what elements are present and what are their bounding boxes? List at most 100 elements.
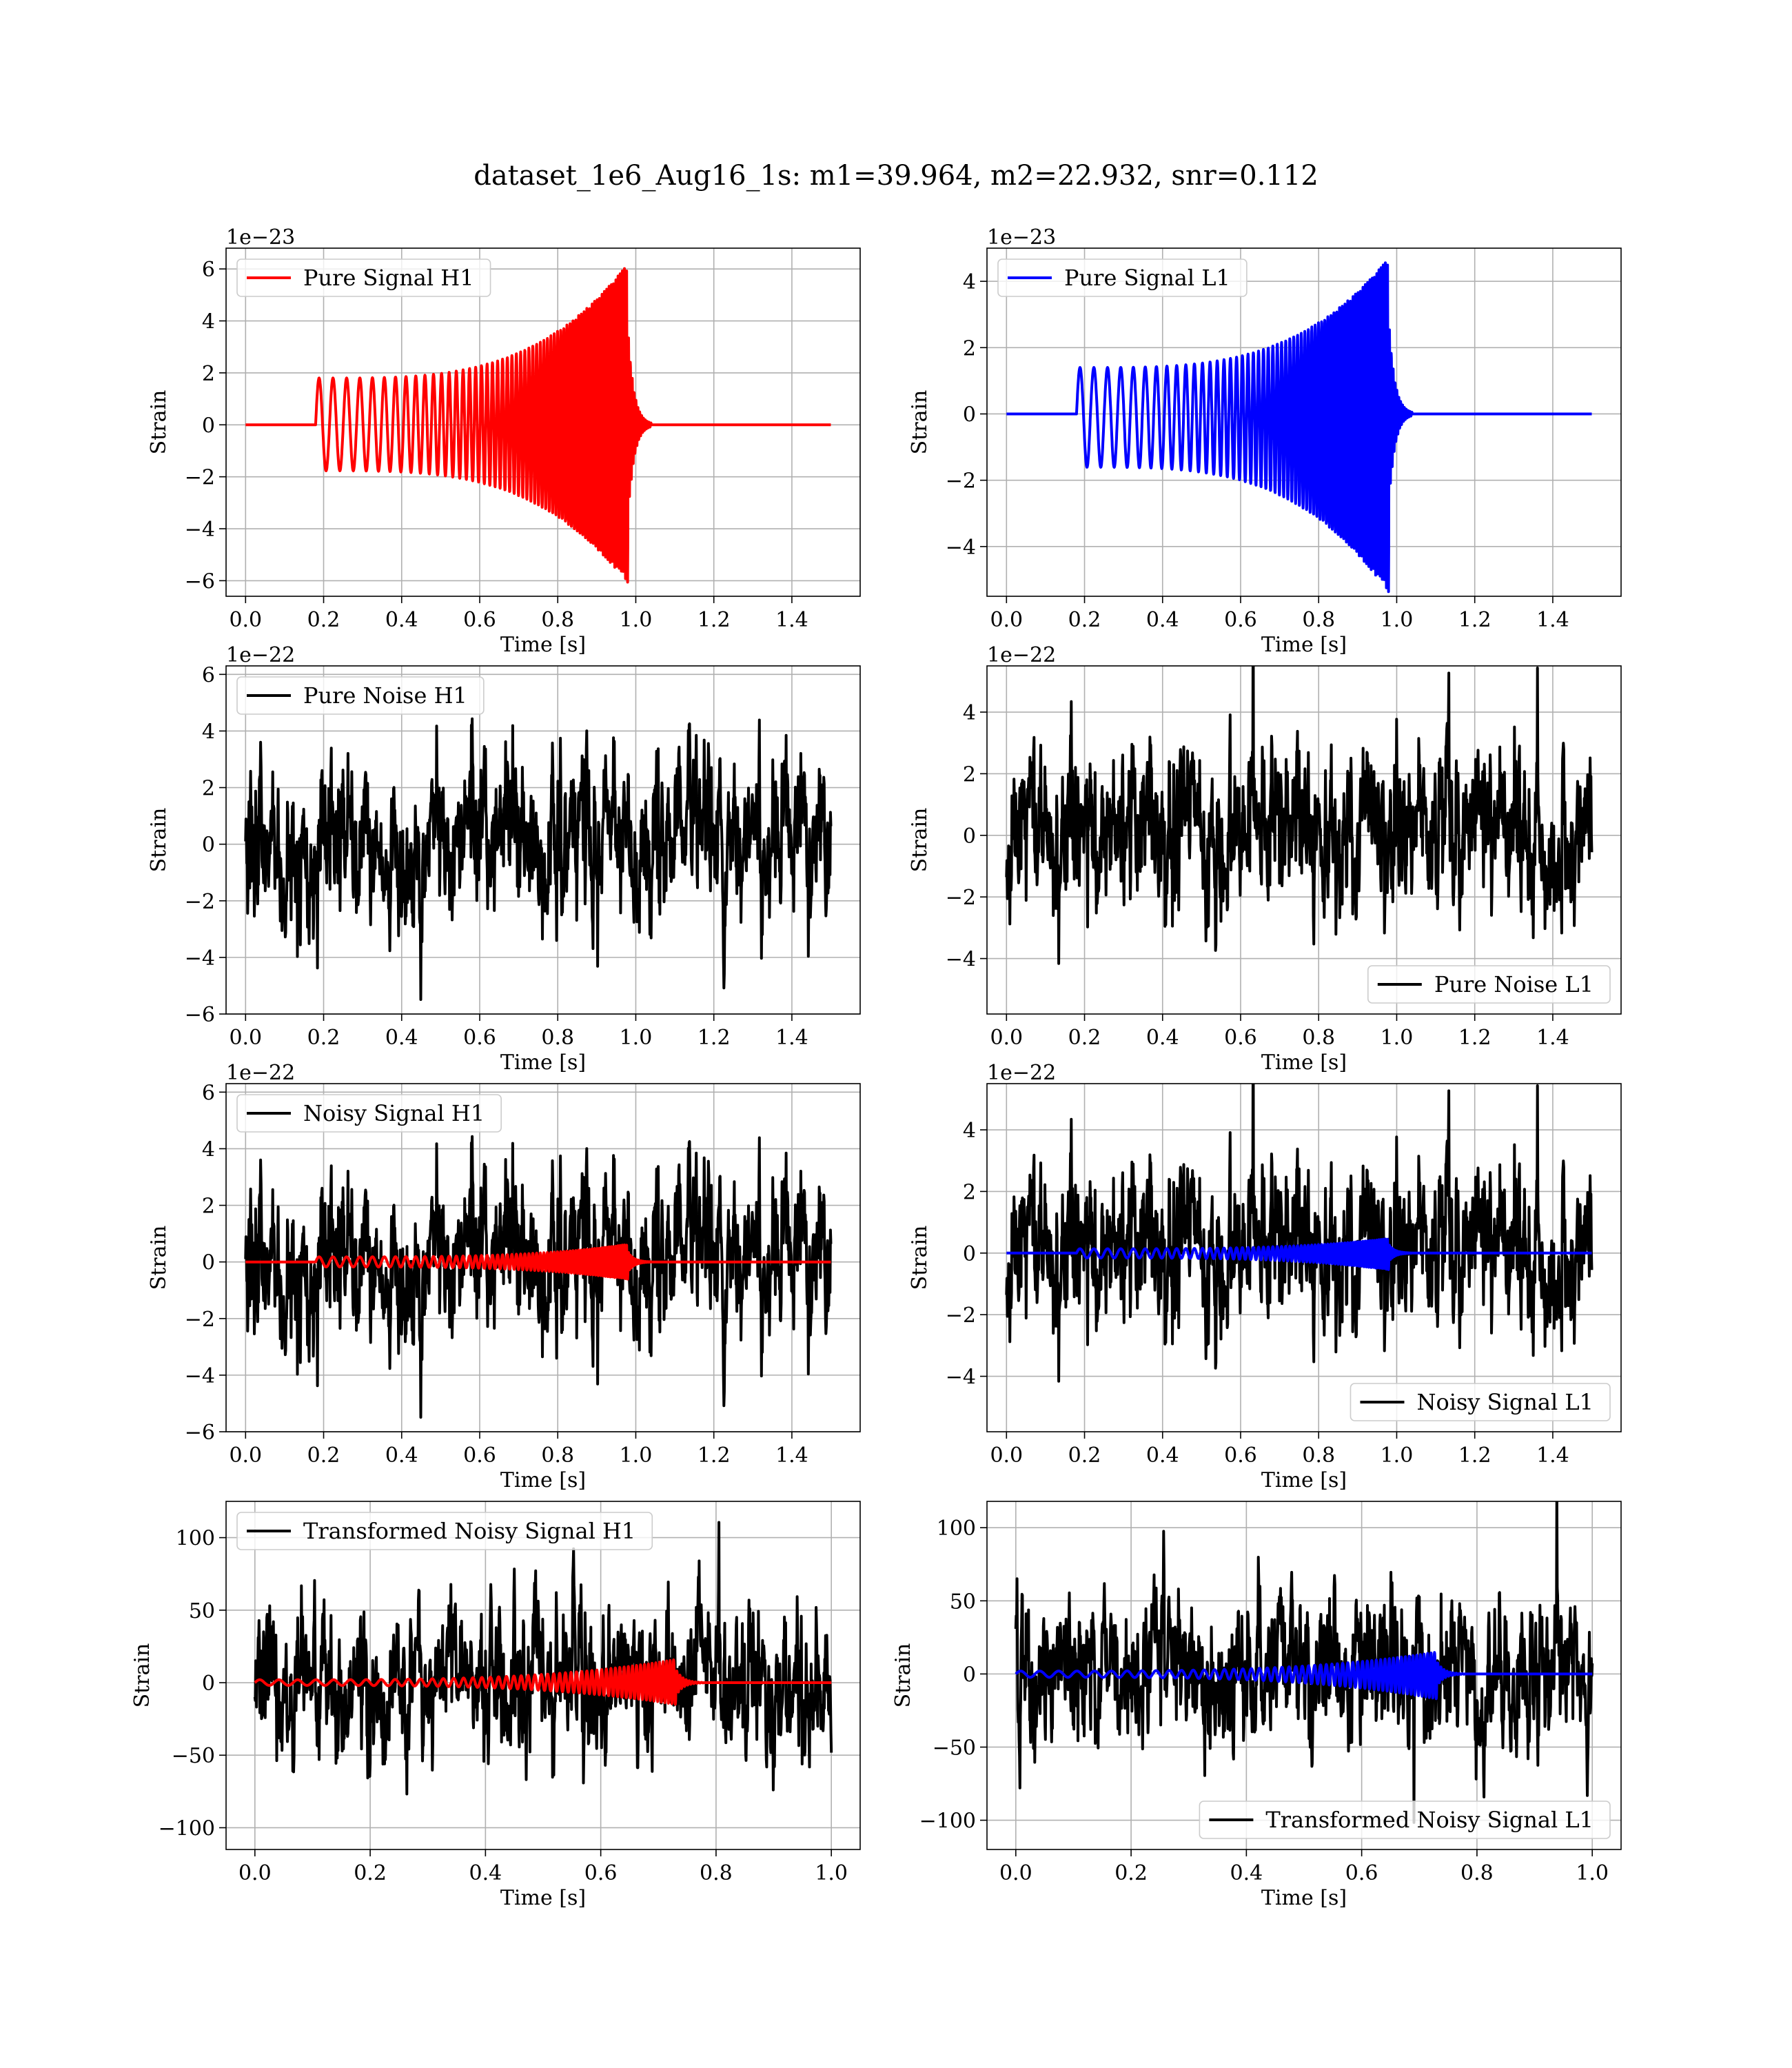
y-tick-label: −6 — [185, 569, 215, 594]
axes-frame — [986, 665, 1622, 1015]
legend: Noisy Signal H1 — [236, 1094, 502, 1133]
subplot-noisy-signal-h1: 0.0 0.2 0.4 0.6 0.8 1.0 1.2 1.4 −6 −4 −2 0 2 4 6 Time [… — [147, 1061, 861, 1492]
x-tick-label: 1.0 — [815, 1861, 848, 1885]
y-tick-label: 0 — [963, 824, 976, 849]
y-axis-label: Strain — [891, 1643, 915, 1708]
x-tick-label: 1.0 — [1381, 608, 1414, 632]
y-tick-label: −2 — [185, 1308, 215, 1332]
axes-frame — [986, 247, 1622, 597]
x-tick-label: 0.8 — [1460, 1861, 1494, 1885]
legend-box — [236, 1512, 653, 1550]
series-line-noise — [253, 1521, 833, 1796]
subplot-pure-signal-h1: 0.0 0.2 0.4 0.6 0.8 1.0 1.2 1.4 −6 −4 −2 0 2 4 6 Time [… — [147, 225, 861, 657]
legend-label: Pure Signal H1 — [303, 265, 474, 291]
x-tick-label: 1.4 — [775, 1443, 808, 1468]
x-axis-label: Time [s] — [1261, 1051, 1347, 1075]
y-tick-label: −4 — [185, 946, 215, 971]
y-tick-label: 6 — [202, 663, 215, 687]
y-tick-label: 4 — [963, 1119, 976, 1143]
legend-label: Noisy Signal H1 — [303, 1100, 485, 1126]
y-tick-label: 0 — [202, 833, 215, 858]
y-tick-label: 4 — [202, 1137, 215, 1162]
y-tick-label: −2 — [946, 1304, 976, 1328]
y-tick-label: 0 — [963, 1242, 976, 1266]
axes-frame — [225, 665, 861, 1015]
subplot-transformed-noisy-signal-l1: 0.0 0.2 0.4 0.6 0.8 1.0 −100 −50 0 50 100 Time [s] S… — [891, 1501, 1622, 1910]
x-tick-label: 0.0 — [990, 1443, 1023, 1468]
plot-area — [1005, 261, 1594, 594]
x-tick-label: 0.8 — [700, 1861, 733, 1885]
y-tick-label: −100 — [919, 1810, 976, 1834]
legend-box — [1199, 1801, 1611, 1839]
x-tick-label: 0.4 — [469, 1861, 502, 1885]
y-tick-label: −4 — [185, 518, 215, 542]
plot-area — [253, 1521, 833, 1796]
legend: Pure Noise L1 — [1367, 965, 1611, 1004]
legend: Noisy Signal L1 — [1350, 1383, 1611, 1421]
y-tick-label: 2 — [963, 336, 976, 361]
legend-label: Transformed Noisy Signal L1 — [1265, 1807, 1594, 1833]
y-tick-label: 2 — [202, 777, 215, 801]
x-tick-label: 0.4 — [1146, 1026, 1179, 1050]
legend-box — [997, 258, 1248, 297]
x-tick-label: 0.0 — [990, 1026, 1023, 1050]
x-tick-label: 0.6 — [1345, 1861, 1378, 1885]
x-tick-label: 0.2 — [307, 1026, 340, 1050]
offset-text: 1e−23 — [987, 225, 1056, 250]
y-tick-label: 4 — [202, 720, 215, 744]
y-tick-label: 4 — [963, 701, 976, 725]
subplot-pure-signal-l1: 0.0 0.2 0.4 0.6 0.8 1.0 1.2 1.4 −4 −2 0 2 4 Time [s] S… — [908, 225, 1622, 657]
x-tick-label: 0.2 — [1068, 608, 1101, 632]
series-line-signal — [244, 1244, 833, 1281]
x-tick-label: 0.8 — [541, 1026, 574, 1050]
series-line-signal — [254, 1658, 833, 1706]
x-axis-label: Time [s] — [500, 1886, 586, 1910]
legend: Pure Signal H1 — [236, 258, 491, 297]
y-tick-label: 0 — [963, 1663, 976, 1687]
y-tick-label: 6 — [202, 1081, 215, 1105]
legend-label: Pure Noise H1 — [303, 682, 467, 709]
x-tick-label: 0.2 — [1114, 1861, 1148, 1885]
y-tick-label: −6 — [185, 1421, 215, 1445]
y-tick-label: −4 — [946, 536, 976, 560]
legend: Transformed Noisy Signal L1 — [1199, 1801, 1611, 1839]
x-axis-label: Time [s] — [1261, 1468, 1347, 1492]
x-tick-label: 1.4 — [1536, 608, 1569, 632]
x-axis-label: Time [s] — [500, 1051, 586, 1075]
x-tick-label: 0.8 — [541, 608, 574, 632]
x-axis-label: Time [s] — [500, 1468, 586, 1492]
y-axis-label: Strain — [908, 1226, 932, 1290]
y-tick-label: −4 — [946, 948, 976, 972]
series-line-noise — [244, 1135, 833, 1419]
plot-area — [1014, 1501, 1594, 1824]
x-tick-label: 0.6 — [463, 1026, 496, 1050]
axes-frame — [986, 1501, 1622, 1850]
legend-box — [1350, 1383, 1611, 1421]
subplot-transformed-noisy-signal-h1: 0.0 0.2 0.4 0.6 0.8 1.0 −100 −50 0 50 100 Time [s] S… — [130, 1501, 861, 1910]
x-tick-label: 0.0 — [229, 1026, 262, 1050]
y-tick-label: 100 — [937, 1517, 976, 1541]
y-tick-label: 50 — [950, 1590, 976, 1614]
plot-area — [244, 717, 833, 1001]
x-tick-label: 1.2 — [1458, 1443, 1491, 1468]
series-line-signal — [1005, 1237, 1594, 1271]
legend-label: Noisy Signal L1 — [1416, 1389, 1594, 1415]
x-tick-label: 1.4 — [1536, 1443, 1569, 1468]
x-tick-label: 0.6 — [1224, 1026, 1257, 1050]
x-tick-label: 0.2 — [307, 608, 340, 632]
x-tick-label: 1.0 — [1381, 1026, 1414, 1050]
y-tick-label: −4 — [946, 1366, 976, 1390]
x-tick-label: 1.0 — [620, 608, 653, 632]
x-tick-label: 0.8 — [1302, 1026, 1335, 1050]
x-axis-label: Time [s] — [1261, 633, 1347, 657]
x-tick-label: 0.0 — [229, 608, 262, 632]
y-tick-label: 0 — [202, 1251, 215, 1275]
y-tick-label: 100 — [176, 1527, 215, 1551]
offset-text: 1e−22 — [226, 643, 295, 667]
y-axis-label: Strain — [147, 808, 171, 873]
y-axis-label: Strain — [147, 1226, 171, 1290]
y-tick-label: 2 — [963, 1180, 976, 1204]
plot-area — [1005, 666, 1594, 965]
axes-frame — [225, 247, 861, 597]
